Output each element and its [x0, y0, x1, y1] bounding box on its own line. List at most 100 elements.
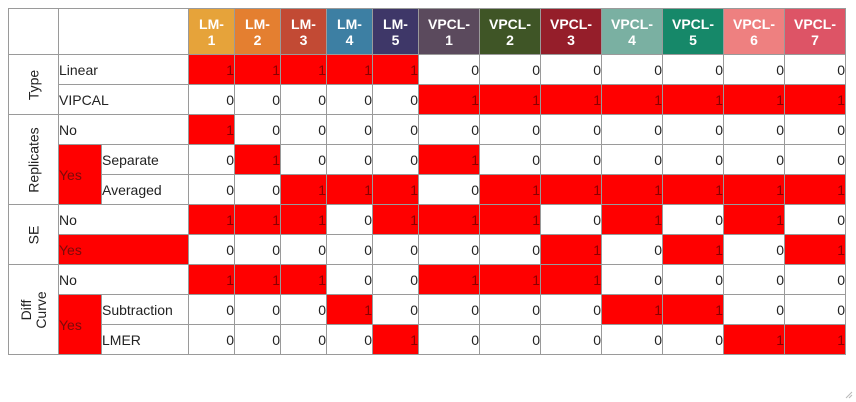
matrix-cell: 0: [723, 114, 785, 145]
row-group-label-line: Curve: [32, 290, 49, 329]
method-header: LM- 1: [188, 8, 235, 55]
method-header-line1: VPCL-: [672, 15, 714, 32]
matrix-cell: 0: [280, 114, 327, 145]
matrix-cell: 0: [601, 264, 663, 295]
matrix-cell: 1: [188, 264, 235, 295]
matrix-cell: 0: [540, 114, 602, 145]
row-option-label: LMER: [101, 324, 189, 355]
table-row: Averaged 0 0 1 1 1 0 1 1 1 1 1 1: [9, 174, 846, 205]
matrix-cell: 0: [280, 144, 327, 175]
matrix-cell: 1: [372, 174, 419, 205]
matrix-cell: 1: [188, 54, 235, 85]
matrix-cell: 0: [784, 114, 846, 145]
method-header: LM- 4: [326, 8, 373, 55]
matrix-cell: 0: [372, 114, 419, 145]
matrix-cell: 0: [234, 294, 281, 325]
method-header-line1: VPCL-: [489, 15, 531, 32]
method-header-line1: LM-: [245, 15, 270, 32]
matrix-cell: 0: [784, 144, 846, 175]
row-option-label: Separate: [101, 144, 189, 175]
matrix-cell: 0: [280, 84, 327, 115]
matrix-cell: 1: [234, 54, 281, 85]
matrix-cell: 1: [540, 264, 602, 295]
matrix-cell: 1: [372, 204, 419, 235]
table-row: LMER 0 0 0 0 1 0 0 0 0 0 1 1: [9, 324, 846, 355]
matrix-cell: 0: [326, 234, 373, 265]
matrix-cell: 0: [418, 294, 480, 325]
header-row: LM- 1 LM- 2 LM- 3 LM- 4 LM- 5 VPCL- 1 VPCL- 2 V…: [8, 8, 846, 55]
method-header-line2: 2: [506, 31, 514, 48]
method-header-line2: 3: [567, 31, 575, 48]
matrix-cell: 1: [723, 84, 785, 115]
matrix-cell: 1: [662, 294, 724, 325]
matrix-cell: 0: [662, 144, 724, 175]
matrix-cell: 0: [234, 114, 281, 145]
matrix-cell: 1: [784, 324, 846, 355]
row-option-label: No: [58, 264, 189, 295]
matrix-cell: 0: [326, 114, 373, 145]
matrix-cell: 0: [601, 54, 663, 85]
table-row: Diff Curve No 1 1 1 0 0 1 1 1 0 0 0 0: [8, 264, 846, 355]
row-option-label: Averaged: [101, 174, 189, 205]
matrix-cell: 0: [372, 294, 419, 325]
matrix-cell: 0: [372, 144, 419, 175]
matrix-cell: 1: [601, 174, 663, 205]
matrix-cell: 0: [372, 234, 419, 265]
method-header-line1: VPCL-: [428, 15, 470, 32]
matrix-cell: 0: [662, 204, 724, 235]
table-row: Type Linear 1 1 1 1 1 0 0 0 0 0 0 0: [8, 54, 846, 115]
row-group-label-line: SE: [25, 225, 41, 244]
matrix-cell: 0: [188, 324, 235, 355]
matrix-cell: 1: [418, 264, 480, 295]
method-header-line1: VPCL-: [733, 15, 775, 32]
row-group-label-line: Diff: [17, 299, 34, 320]
matrix-cell: 0: [418, 234, 480, 265]
method-header: VPCL- 2: [479, 8, 541, 55]
matrix-cell: 1: [326, 174, 373, 205]
matrix-cell: 0: [662, 264, 724, 295]
method-header-line2: 4: [345, 31, 354, 48]
matrix-cell: 1: [479, 204, 541, 235]
matrix-cell: 0: [601, 114, 663, 145]
matrix-cell: 0: [601, 324, 663, 355]
matrix-cell: 1: [540, 84, 602, 115]
method-header-line1: VPCL-: [611, 15, 653, 32]
row-group-label: Type: [8, 54, 59, 115]
matrix-cell: 0: [723, 144, 785, 175]
matrix-cell: 0: [601, 144, 663, 175]
matrix-cell: 0: [372, 264, 419, 295]
resize-grip-icon[interactable]: [844, 390, 853, 399]
matrix-cell: 0: [479, 114, 541, 145]
matrix-cell: 0: [188, 84, 235, 115]
matrix-cell: 0: [234, 174, 281, 205]
method-header-line1: LM-: [383, 15, 408, 32]
matrix-cell: 0: [280, 324, 327, 355]
table-row: Yes 0 0 0 0 0 0 0 1 0 1 0 1: [9, 234, 846, 265]
method-header-line2: 5: [391, 31, 400, 48]
method-header: VPCL- 6: [723, 8, 785, 55]
matrix-cell: 1: [188, 114, 235, 145]
matrix-cell: 1: [784, 174, 846, 205]
matrix-cell: 1: [479, 264, 541, 295]
method-header: VPCL- 3: [540, 8, 602, 55]
matrix-cell: 1: [188, 204, 235, 235]
matrix-cell: 1: [280, 204, 327, 235]
row-group-label-line: Replicates: [25, 126, 41, 193]
matrix-cell: 0: [540, 294, 602, 325]
method-header: VPCL- 5: [662, 8, 724, 55]
matrix-cell: 0: [723, 54, 785, 85]
matrix-cell: 0: [234, 324, 281, 355]
corner-cell-option: [58, 8, 189, 55]
row-option-label: Subtraction: [101, 294, 189, 325]
matrix-cell: 1: [723, 174, 785, 205]
row-option-label: No: [58, 114, 189, 145]
matrix-cell: 1: [280, 54, 327, 85]
row-group-label-text: Replicates: [25, 126, 41, 193]
matrix-cell: 1: [234, 144, 281, 175]
matrix-cell: 1: [540, 234, 602, 265]
matrix-cell: 0: [784, 264, 846, 295]
matrix-cell: 1: [326, 54, 373, 85]
method-header: LM- 2: [234, 8, 281, 55]
row-subgroup-label: Yes: [58, 294, 102, 355]
matrix-cell: 0: [540, 54, 602, 85]
